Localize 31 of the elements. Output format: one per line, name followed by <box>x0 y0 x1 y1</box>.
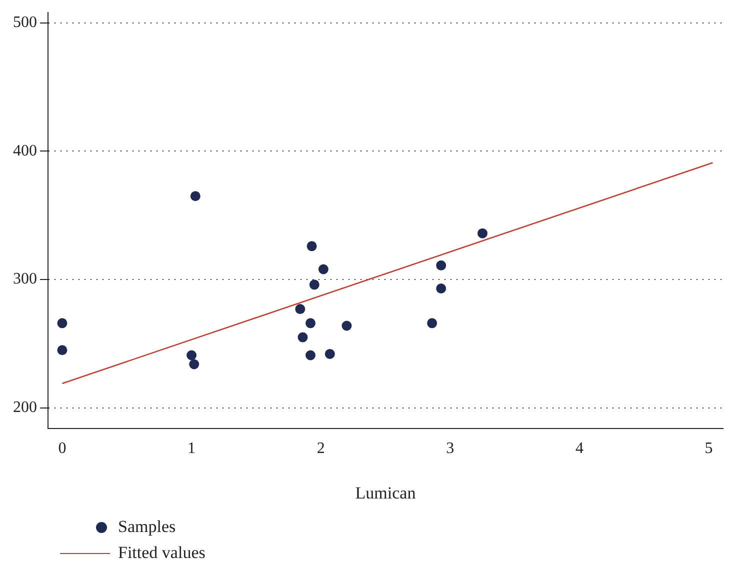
x-tick-label: 4 <box>575 440 584 458</box>
point <box>190 191 200 202</box>
point <box>436 260 446 270</box>
legend-label: Samples <box>118 517 176 537</box>
point <box>477 228 488 238</box>
point <box>306 241 317 252</box>
point <box>342 320 352 331</box>
x-tick-label: 2 <box>316 440 325 458</box>
point <box>295 304 306 314</box>
x-tick-label: 0 <box>58 440 66 458</box>
point <box>436 284 446 294</box>
point <box>324 348 335 359</box>
x-tick-label: 5 <box>704 440 713 458</box>
point <box>298 332 308 342</box>
y-tick-label: 300 <box>13 270 37 288</box>
point <box>427 318 438 328</box>
point <box>309 280 320 290</box>
point <box>57 345 68 356</box>
x-tick-label: 3 <box>446 440 454 458</box>
legend-label: Fitted values <box>118 543 206 563</box>
point <box>57 318 68 328</box>
x-tick-label: 1 <box>188 440 196 458</box>
point <box>318 264 328 274</box>
y-tick-label: 400 <box>13 142 37 160</box>
x-axis-title: Lumican <box>355 483 416 502</box>
point <box>189 359 200 370</box>
y-tick-label: 200 <box>13 399 37 416</box>
y-tick-label: 500 <box>13 14 37 32</box>
point <box>186 350 197 360</box>
point <box>306 318 316 328</box>
point <box>306 350 316 360</box>
